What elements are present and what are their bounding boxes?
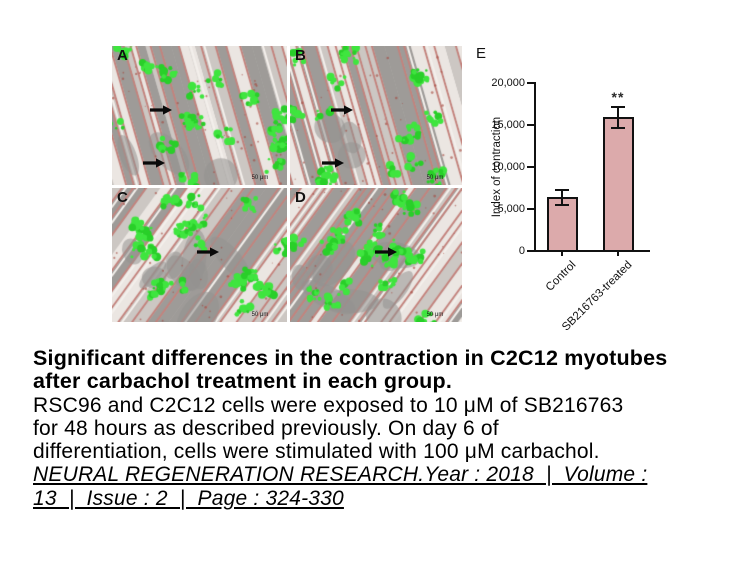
citation-line: 13 | Issue : 2 | Page : 324-330 [33,486,344,510]
x-tick-mark [617,252,619,256]
x-tick-label-treated: SB216763-treated [559,259,635,334]
arrow-icon [330,105,353,115]
error-bar-cap [555,203,569,206]
arrow-icon [143,158,165,168]
scale-bar: 50 μm [240,312,280,318]
x-tick-label-control: Control [543,259,579,294]
bar-treated [602,117,634,252]
journal-citation: NEURAL REGENERATION RESEARCH.Year : 2018… [33,463,741,510]
caption-title-line: after carbachol treatment in each group. [33,369,452,394]
error-bar-cap [611,127,625,130]
y-tick-label: 0 [518,244,525,257]
micrograph-texture [290,188,462,322]
panel-label-a: A [117,47,128,64]
y-tick-label: 10,000 [491,160,525,173]
y-tick-mark [527,250,535,252]
scale-bar: 50 μm [415,175,455,181]
panel-label-c: C [117,189,128,206]
scale-bar-label: 50 μm [251,312,269,318]
error-bar-cap [611,105,625,108]
micrograph-panel-d: D 50 μm [290,188,462,322]
x-tick-mark [561,252,563,256]
arrow-icon [150,105,172,115]
y-tick-mark [527,82,535,84]
scale-bar: 50 μm [415,312,455,318]
error-bar [617,106,619,129]
micrograph-panel-a: A 50 μm [112,46,287,185]
panel-label-e: E [476,45,487,62]
arrow-icon [322,158,344,168]
micrograph-panel-b: B 50 μm [290,46,462,185]
scale-bar-label: 50 μm [426,175,444,181]
significance-stars: ** [611,88,625,105]
scale-bar-label: 50 μm [426,312,444,318]
y-tick-mark [527,124,535,126]
caption-body-line: RSC96 and C2C12 cells were exposed to 10… [33,393,624,417]
micrograph-texture [290,46,462,185]
panel-label-b: B [295,47,306,64]
figure-caption: Significant differences in the contracti… [33,346,741,510]
error-bar-cap [555,188,569,191]
y-tick-label: 5,000 [497,202,525,215]
caption-body: RSC96 and C2C12 cells were exposed to 10… [33,394,741,464]
y-tick-label: 15,000 [491,118,525,131]
scale-bar-label: 50 μm [251,175,269,181]
x-axis-line [534,250,650,252]
caption-body-line: differentiation, cells were stimulated w… [33,440,600,464]
micrograph-texture [112,188,287,322]
scale-bar: 50 μm [240,175,280,181]
y-tick-mark [527,208,535,210]
error-bar [561,189,563,205]
y-axis-line [534,82,536,252]
citation-line: NEURAL REGENERATION RESEARCH.Year : 2018… [33,463,648,487]
caption-title: Significant differences in the contracti… [33,346,741,394]
arrow-icon [197,247,220,257]
panel-label-d: D [295,189,306,206]
bar-control [546,197,578,252]
y-tick-label: 20,000 [491,76,525,89]
micrograph-panel-c: C 50 μm [112,188,287,322]
caption-body-line: for 48 hours as described previously. On… [33,416,499,440]
arrow-icon [375,247,398,257]
micrograph-texture [112,46,287,185]
y-tick-mark [527,166,535,168]
caption-title-line: Significant differences in the contracti… [33,346,668,370]
